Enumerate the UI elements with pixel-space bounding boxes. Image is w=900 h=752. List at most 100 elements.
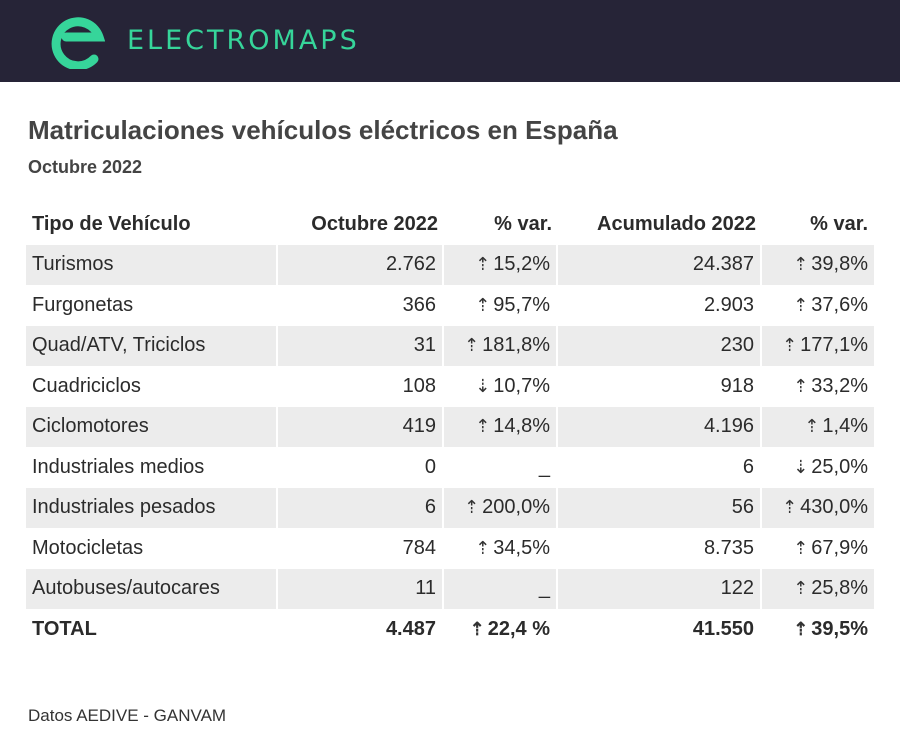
accumulated-value-cell: 8.735 <box>558 528 762 569</box>
arrow-up-icon: ⇡ <box>793 254 809 275</box>
accumulated-variation-cell: ⇡ 33,2% <box>762 366 874 407</box>
vehicle-type-cell: Cuadriciclos <box>26 366 278 407</box>
accumulated-value-text: 230 <box>720 334 754 357</box>
arrow-up-icon: ⇡ <box>475 537 491 558</box>
accumulated-variation-text: 430,0% <box>800 496 868 519</box>
october-value-cell: 0 <box>278 447 444 488</box>
arrow-up-icon: ⇡ <box>793 294 809 315</box>
accumulated-value-cell: 41.550 <box>558 609 762 650</box>
header-var-octubre: % var. <box>494 212 552 235</box>
electromaps-logo-icon <box>51 17 105 69</box>
header-var-acumulado: % var. <box>810 212 868 235</box>
arrow-up-icon: ⇡ <box>464 497 480 518</box>
october-variation-text: 181,8% <box>482 334 550 357</box>
table-row: Ciclomotores 419 ⇡ 14,8% 4.196 ⇡ 1,4% <box>26 406 874 447</box>
october-value-text: 0 <box>424 455 436 478</box>
arrow-up-icon: ⇡ <box>782 497 798 518</box>
vehicle-type-text: Industriales medios <box>32 455 205 478</box>
accumulated-value-text: 2.903 <box>703 293 754 316</box>
october-value-cell: 2.762 <box>278 244 444 285</box>
october-variation-cell: ⇡ 95,7% <box>444 285 558 326</box>
arrow-up-icon: ⇡ <box>469 618 485 639</box>
accumulated-value-cell: 6 <box>558 447 762 488</box>
october-variation-text: 10,7% <box>493 374 550 397</box>
accumulated-value-text: 8.735 <box>703 536 754 559</box>
accumulated-value-cell: 24.387 <box>558 244 762 285</box>
october-value-text: 784 <box>402 536 436 559</box>
vehicle-type-cell: Industriales medios <box>26 447 278 488</box>
vehicle-type-text: Cuadriciclos <box>32 374 141 397</box>
accumulated-variation-text: 1,4% <box>822 415 868 438</box>
accumulated-value-text: 4.196 <box>703 415 754 438</box>
october-value-text: 4.487 <box>385 617 436 640</box>
arrow-up-icon: ⇡ <box>475 416 491 437</box>
page-title: Matriculaciones vehículos eléctricos en … <box>28 115 618 145</box>
arrow-up-icon: ⇡ <box>793 618 809 639</box>
accumulated-value-cell: 918 <box>558 366 762 407</box>
october-value-cell: 419 <box>278 406 444 447</box>
accumulated-value-cell: 230 <box>558 325 762 366</box>
accumulated-value-text: 918 <box>720 374 754 397</box>
october-value-cell: 4.487 <box>278 609 444 650</box>
accumulated-value-cell: 4.196 <box>558 406 762 447</box>
vehicle-type-cell: Quad/ATV, Triciclos <box>26 325 278 366</box>
arrow-up-icon: ⇡ <box>804 416 820 437</box>
accumulated-variation-text: 67,9% <box>811 536 868 559</box>
accumulated-variation-cell: ⇡ 67,9% <box>762 528 874 569</box>
october-variation-text: 15,2% <box>493 253 550 276</box>
table-row: Quad/ATV, Triciclos 31 ⇡ 181,8% 230 ⇡ 177,1% <box>26 325 874 366</box>
october-value-cell: 6 <box>278 487 444 528</box>
vehicle-type-text: Autobuses/autocares <box>32 577 220 600</box>
accumulated-value-cell: 56 <box>558 487 762 528</box>
page-subtitle: Octubre 2022 <box>28 157 143 177</box>
accumulated-variation-cell: ⇡ 25,8% <box>762 568 874 609</box>
accumulated-variation-cell: ⇡ 177,1% <box>762 325 874 366</box>
header-octubre: Octubre 2022 <box>311 212 438 235</box>
october-value-text: 11 <box>415 577 436 600</box>
october-value-text: 2.762 <box>385 253 436 276</box>
accumulated-variation-text: 37,6% <box>811 293 868 316</box>
october-variation-text: 14,8% <box>493 415 550 438</box>
vehicle-type-text: Furgonetas <box>32 293 134 316</box>
accumulated-variation-text: 177,1% <box>800 334 868 357</box>
october-variation-cell: ⇡ 14,8% <box>444 406 558 447</box>
table-row: Industriales medios 0 _ 6 ⇣ 25,0% <box>26 447 874 488</box>
vehicle-type-cell: TOTAL <box>26 609 278 650</box>
arrow-down-icon: ⇣ <box>475 375 491 396</box>
october-variation-text: _ <box>538 577 550 600</box>
table-header-row: Tipo de Vehículo Octubre 2022 % var. Acu… <box>26 204 874 245</box>
accumulated-variation-text: 39,8% <box>811 253 868 276</box>
accumulated-variation-cell: ⇡ 39,5% <box>762 609 874 650</box>
arrow-up-icon: ⇡ <box>475 254 491 275</box>
table-row: Autobuses/autocares 11 _ 122 ⇡ 25,8% <box>26 568 874 609</box>
accumulated-value-text: 41.550 <box>692 617 754 640</box>
accumulated-value-cell: 2.903 <box>558 285 762 326</box>
accumulated-value-cell: 122 <box>558 568 762 609</box>
table-row: Furgonetas 366 ⇡ 95,7% 2.903 ⇡ 37,6% <box>26 285 874 326</box>
accumulated-variation-text: 25,0% <box>811 455 868 478</box>
accumulated-value-text: 6 <box>742 455 754 478</box>
arrow-up-icon: ⇡ <box>793 537 809 558</box>
october-variation-text: 34,5% <box>493 536 550 559</box>
brand-name: ELECTROMAPS <box>127 25 360 56</box>
arrow-up-icon: ⇡ <box>464 335 480 356</box>
vehicle-type-cell: Turismos <box>26 244 278 285</box>
october-variation-cell: ⇣ 10,7% <box>444 366 558 407</box>
accumulated-value-text: 24.387 <box>692 253 754 276</box>
vehicle-type-cell: Furgonetas <box>26 285 278 326</box>
october-variation-cell: ⇡ 181,8% <box>444 325 558 366</box>
vehicle-type-text: TOTAL <box>32 617 97 640</box>
vehicle-type-cell: Motocicletas <box>26 528 278 569</box>
registrations-table: Tipo de Vehículo Octubre 2022 % var. Acu… <box>26 204 874 650</box>
table-total-row: TOTAL 4.487 ⇡ 22,4 % 41.550 ⇡ 39,5% <box>26 609 874 650</box>
table-row: Industriales pesados 6 ⇡ 200,0% 56 ⇡ 430,0% <box>26 487 874 528</box>
accumulated-variation-cell: ⇡ 1,4% <box>762 406 874 447</box>
accumulated-variation-cell: ⇡ 37,6% <box>762 285 874 326</box>
header-acumulado: Acumulado 2022 <box>597 212 756 235</box>
vehicle-type-cell: Ciclomotores <box>26 406 278 447</box>
accumulated-variation-text: 33,2% <box>811 374 868 397</box>
vehicle-type-cell: Autobuses/autocares <box>26 568 278 609</box>
arrow-down-icon: ⇣ <box>793 456 809 477</box>
accumulated-value-text: 122 <box>720 577 754 600</box>
vehicle-type-text: Turismos <box>32 253 114 276</box>
